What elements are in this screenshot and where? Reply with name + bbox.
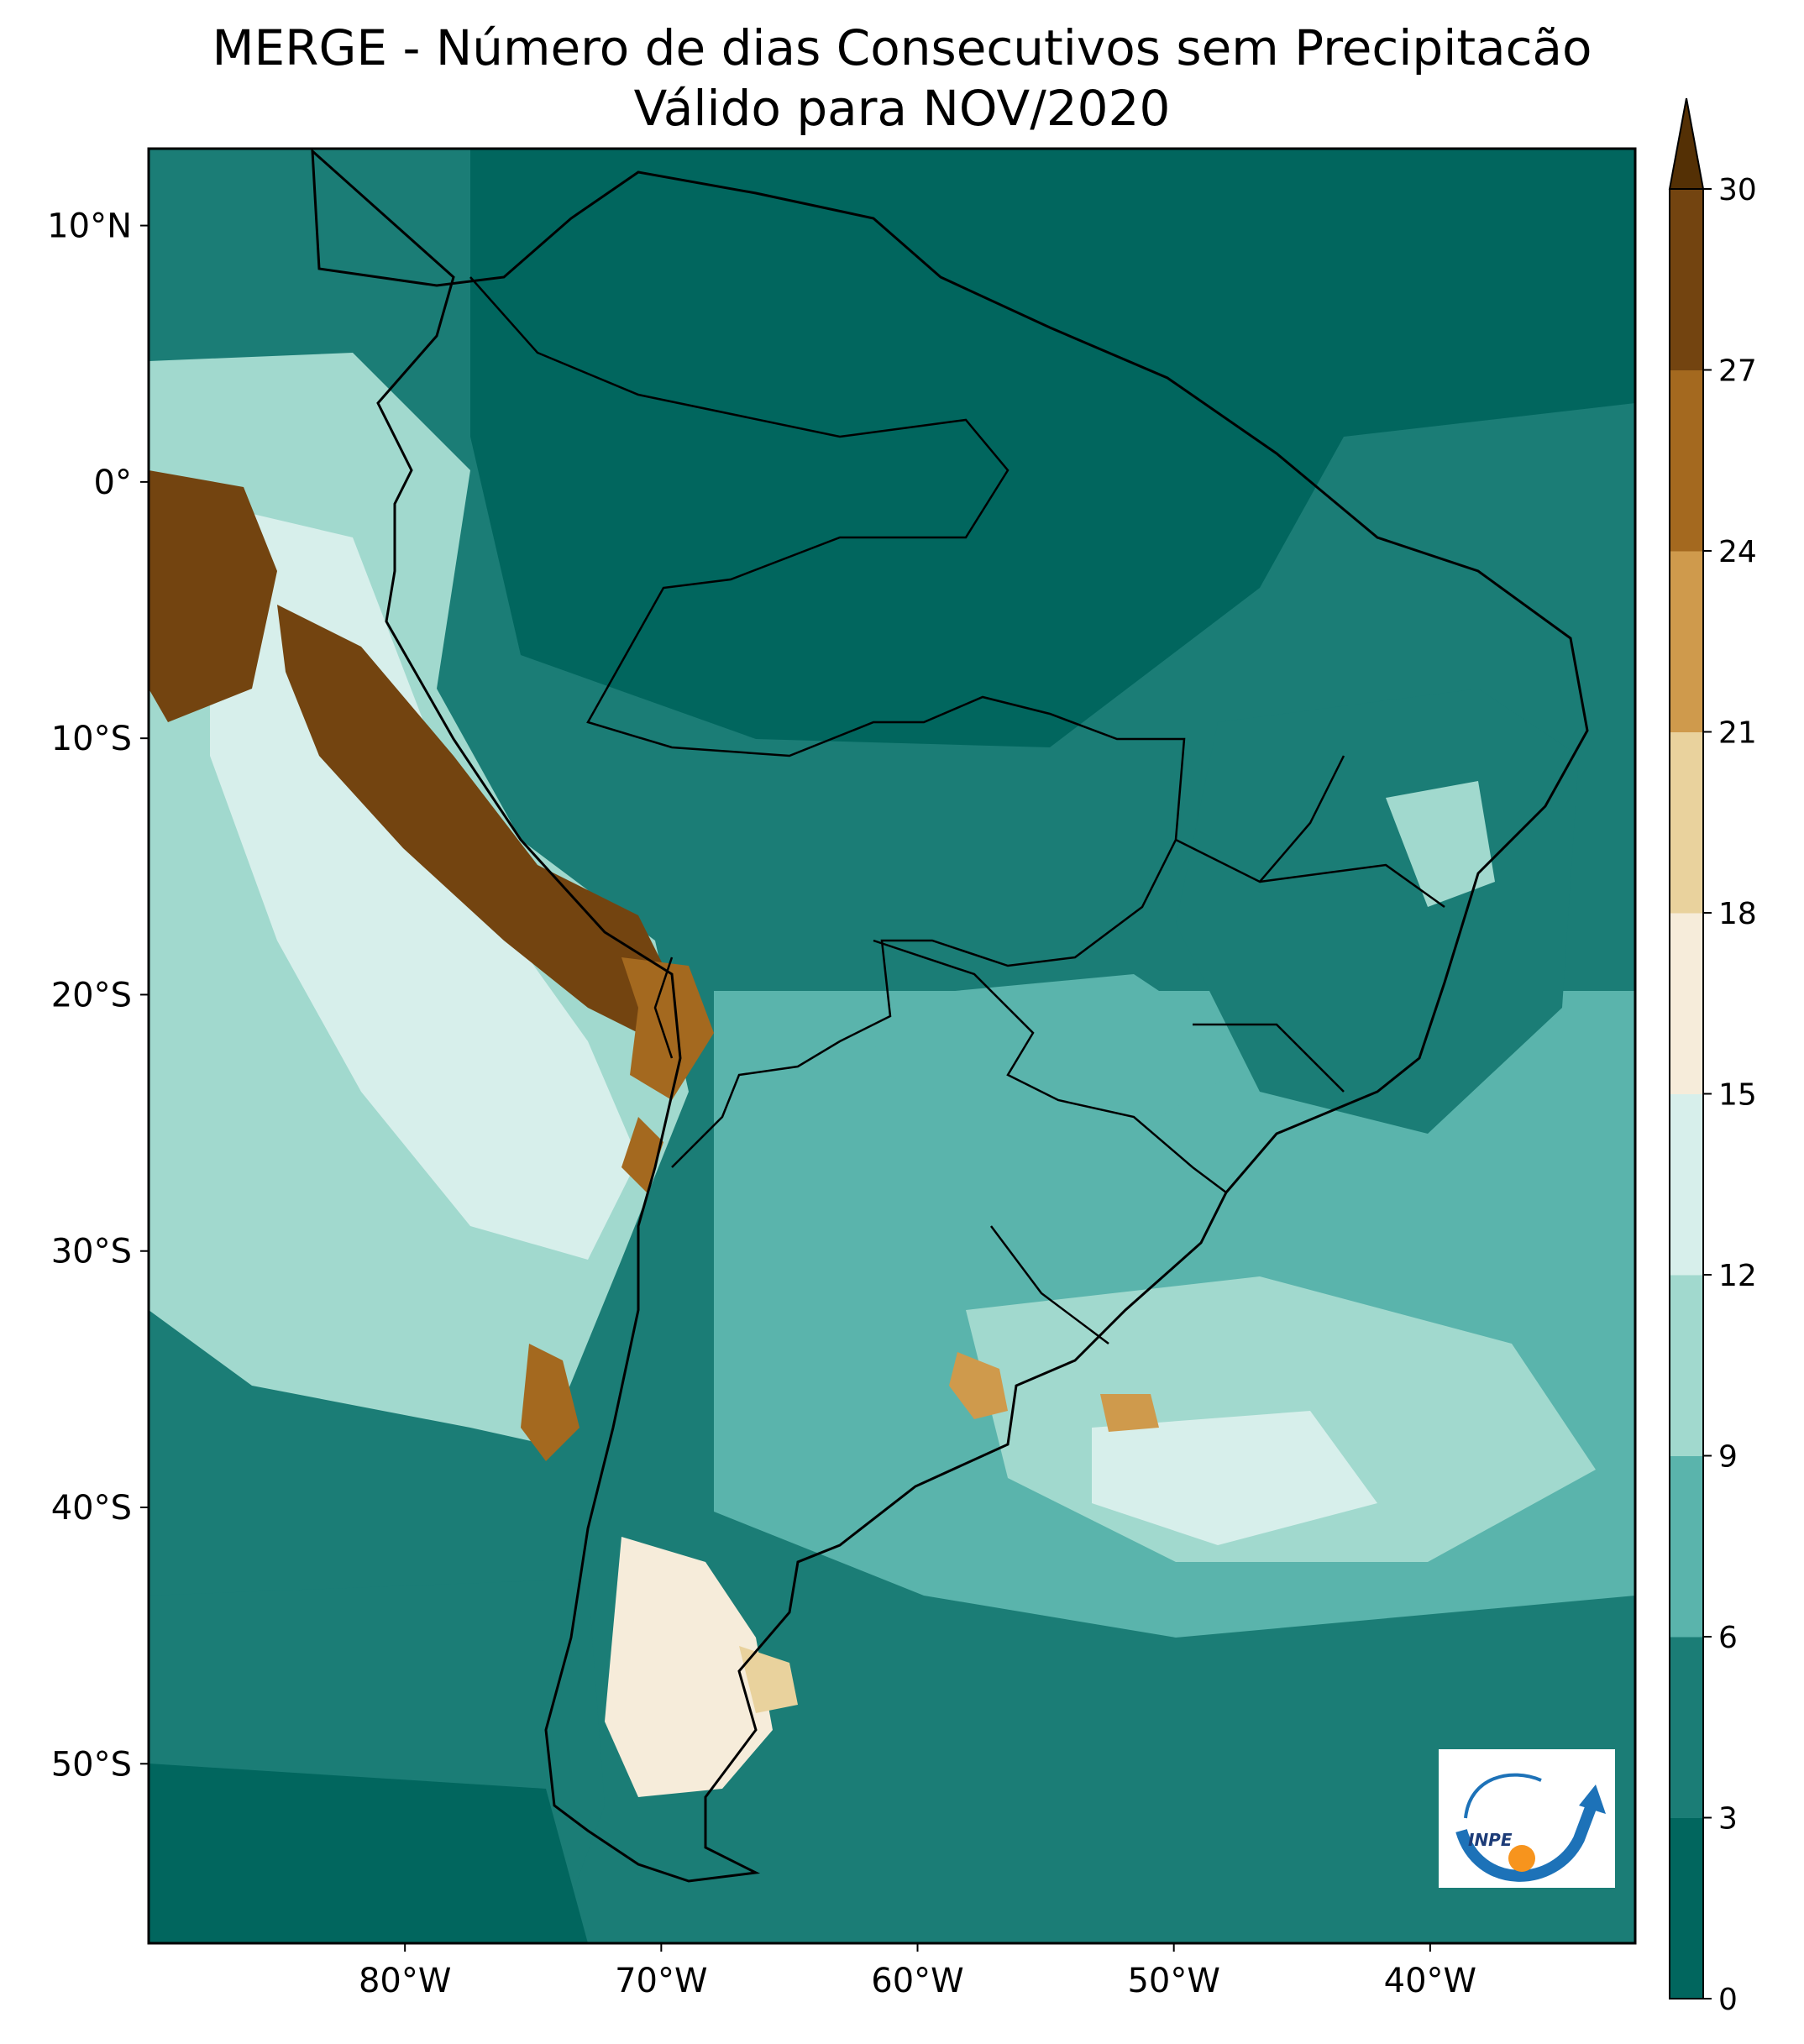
colorbar-tick-label: 15: [1718, 1078, 1757, 1113]
colorbar-segment: [1670, 1093, 1703, 1276]
lat-tick-label: 50°S: [51, 1745, 132, 1784]
colorbar-tick-label: 18: [1718, 897, 1757, 931]
inpe-logo-text: INPE: [1468, 1830, 1513, 1850]
colorbar-segment: [1670, 189, 1703, 370]
colorbar-tick-label: 21: [1718, 716, 1757, 751]
colorbar-extend-arrow: [1668, 97, 1705, 190]
lon-tick-label: 70°W: [615, 1962, 707, 2000]
colorbar-segment: [1670, 1637, 1703, 1818]
colorbar-tick-label: 3: [1718, 1802, 1738, 1837]
colorbar-tick-label: 9: [1718, 1440, 1738, 1475]
lat-tick-label: 10°S: [51, 720, 132, 758]
colorbar-segment: [1670, 1275, 1703, 1456]
colorbar-segment: [1670, 913, 1703, 1094]
inpe-logo: INPE: [1439, 1749, 1615, 1888]
colorbar-tick-label: 6: [1718, 1621, 1738, 1655]
colorbar-tick-label: 12: [1718, 1259, 1757, 1293]
colorbar: 0 3 6 9 12 15 18 21 24 27 30: [1668, 97, 1757, 2017]
lat-tick-label: 20°S: [51, 976, 132, 1014]
colorbar-tick-label: 24: [1718, 535, 1757, 569]
field-patches: [149, 149, 1635, 1943]
colorbar-tick-label: 27: [1718, 354, 1757, 389]
continent-outline: [311, 149, 1589, 1883]
lat-tick-label: 0°: [94, 464, 132, 502]
map-subtitle: Válido para NOV/2020: [633, 80, 1171, 137]
map-ticks: 10°N 0° 10°S 20°S 30°S 40°S 50°S 80°W 70°W 60°W 50…: [47, 207, 1476, 2000]
border-lines: [469, 276, 1445, 1344]
colorbar-tick-label: 0: [1718, 1983, 1738, 2017]
map-panel: [149, 149, 1635, 1943]
colorbar-segment: [1670, 1817, 1703, 1999]
lon-tick-label: 50°W: [1127, 1962, 1219, 2000]
colorbar-segment: [1670, 1455, 1703, 1638]
map-frame: [147, 147, 1637, 1945]
lat-tick-label: 30°S: [51, 1233, 132, 1271]
colorbar-tick-label: 30: [1718, 173, 1757, 207]
lon-tick-label: 60°W: [871, 1962, 963, 2000]
lon-tick-label: 40°W: [1384, 1962, 1476, 2000]
colorbar-segment: [1670, 551, 1703, 732]
lat-tick-label: 10°N: [47, 207, 132, 246]
colorbar-segment: [1670, 731, 1703, 914]
lat-tick-label: 40°S: [51, 1489, 132, 1528]
lon-tick-label: 80°W: [359, 1962, 451, 2000]
map-title: MERGE - Número de dias Consecutivos sem …: [212, 19, 1592, 76]
colorbar-segment: [1670, 369, 1703, 552]
